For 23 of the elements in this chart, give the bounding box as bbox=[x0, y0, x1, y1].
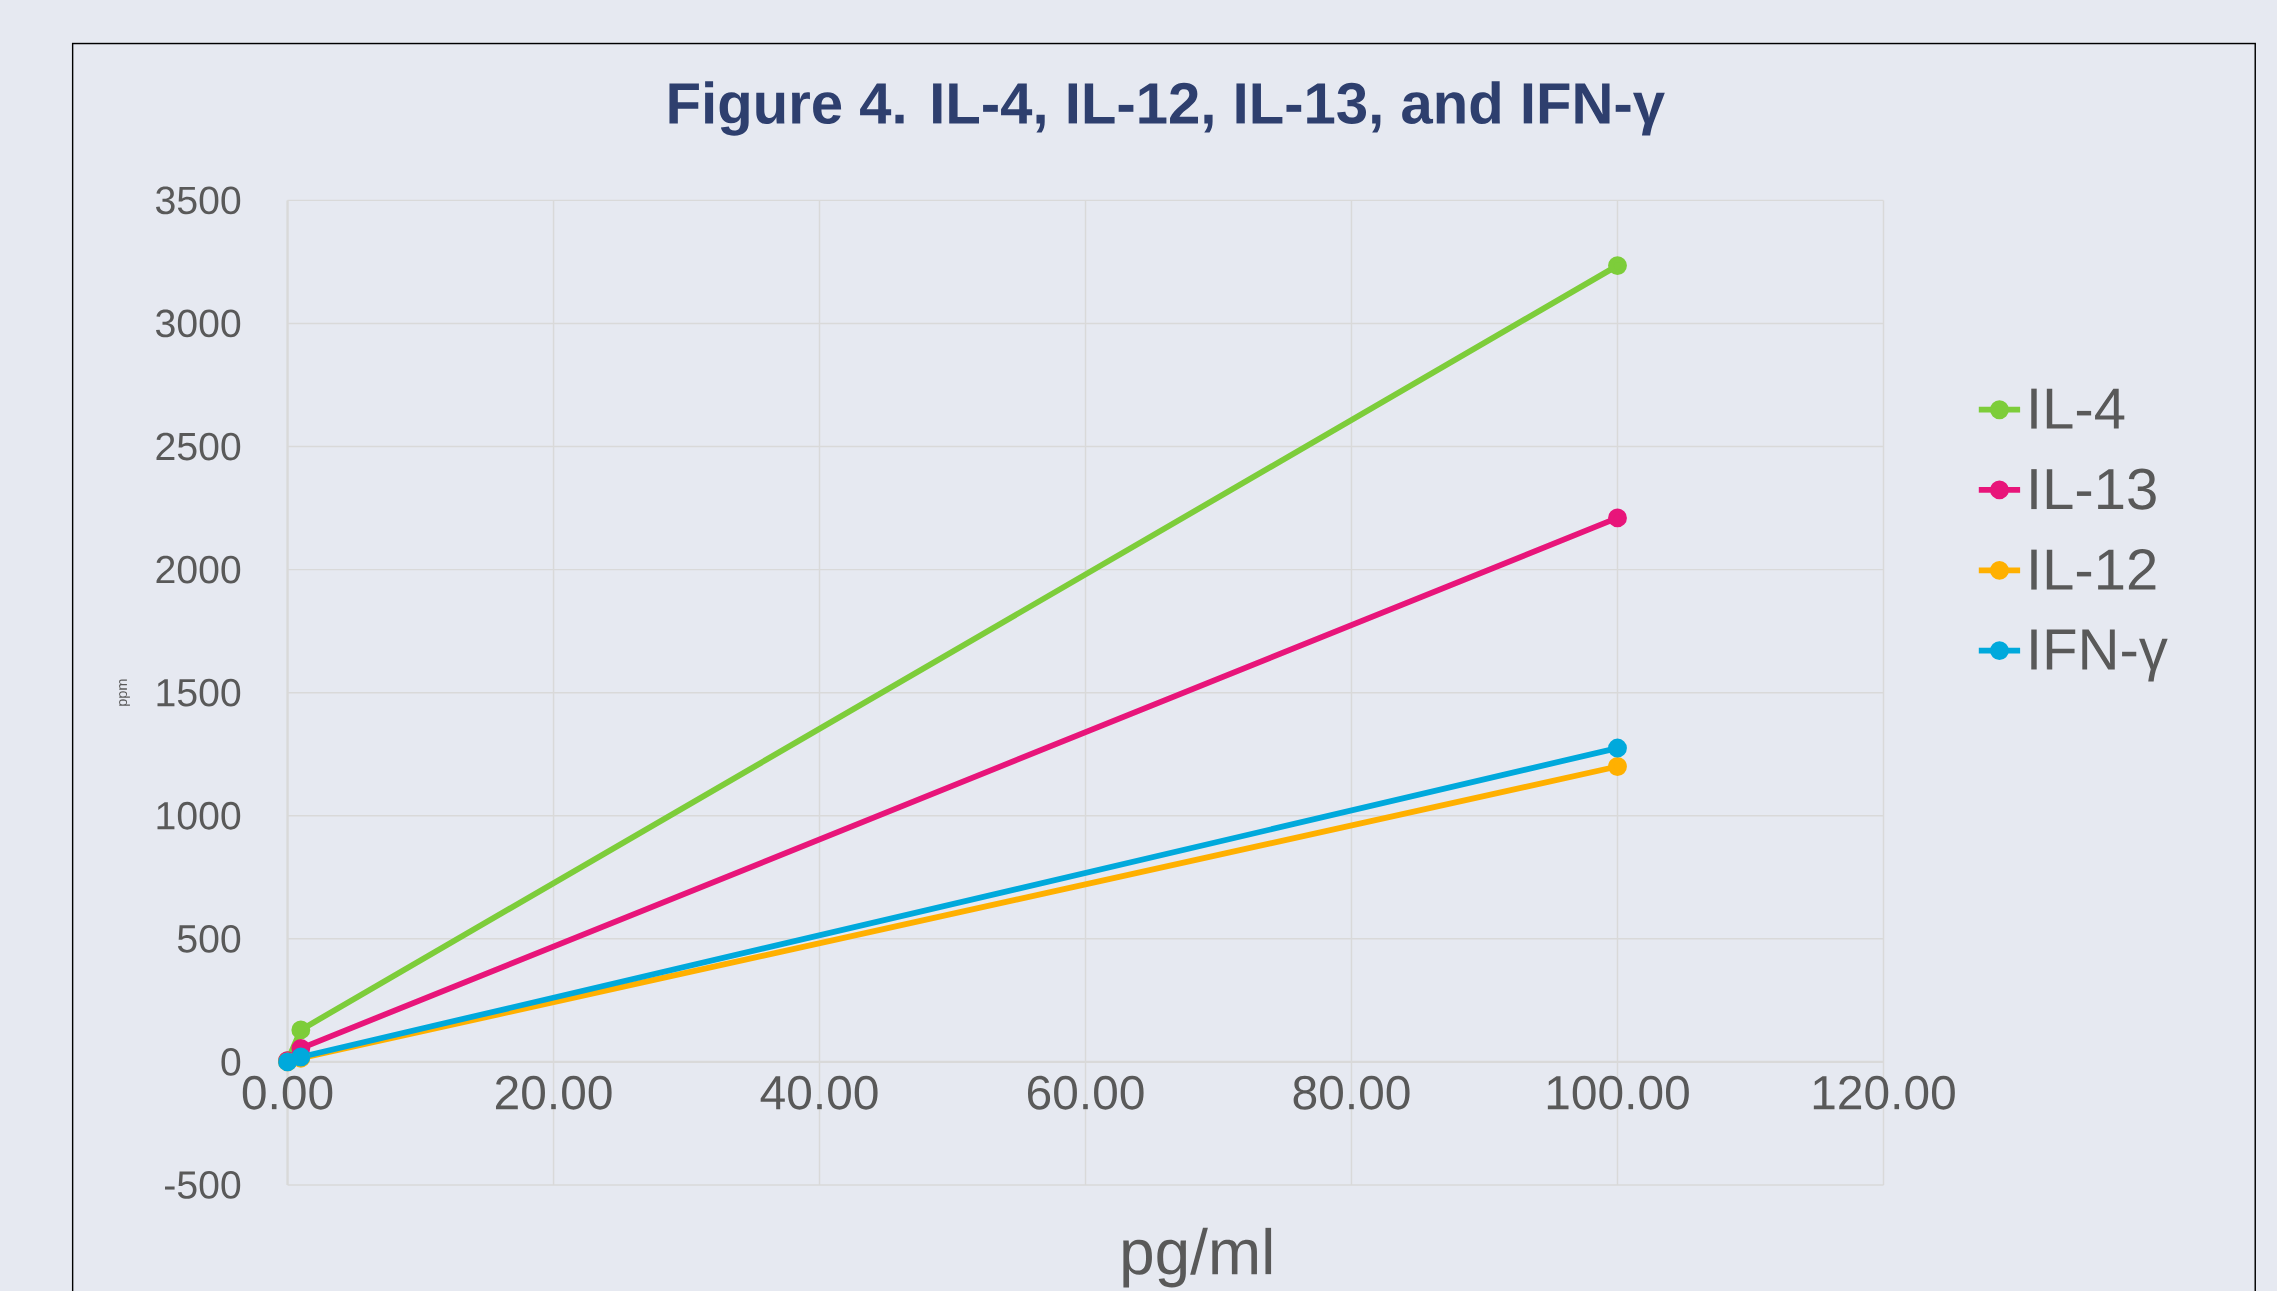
y-axis-title: ppm bbox=[119, 679, 130, 706]
x-tick-label: 80.00 bbox=[1293, 1075, 1410, 1110]
y-tick-label: 2000 bbox=[156, 555, 241, 584]
x-axis-title: pg/ml bbox=[1123, 1227, 1272, 1288]
y-tick-label: 2500 bbox=[156, 432, 241, 461]
legend-label: IL-4 bbox=[2031, 388, 2125, 429]
x-tick-label: 120.00 bbox=[1813, 1075, 1955, 1110]
y-tick-label: 0 bbox=[221, 1048, 241, 1076]
y-tick-label: 3500 bbox=[156, 186, 241, 215]
x-tick-label: 60.00 bbox=[1027, 1075, 1144, 1110]
y-tick-label: 3000 bbox=[156, 309, 241, 338]
y-tick-label: 1000 bbox=[157, 801, 241, 830]
y-tick-label: -500 bbox=[165, 1171, 241, 1199]
legend-label: IFN-γ bbox=[2031, 629, 2168, 682]
y-tick-label: 500 bbox=[177, 924, 241, 953]
x-tick-label: 0.00 bbox=[242, 1075, 333, 1110]
legend-label: IL-13 bbox=[2031, 468, 2156, 510]
y-tick-label: 1500 bbox=[157, 678, 241, 707]
x-tick-label: 20.00 bbox=[495, 1075, 612, 1110]
x-tick-label: 100.00 bbox=[1547, 1075, 1689, 1110]
chart-title: Figure 4. IL-4, IL-12, IL-13, and IFN-γ bbox=[669, 81, 1665, 136]
legend-label: IL-12 bbox=[2031, 549, 2156, 590]
x-tick-label: 40.00 bbox=[760, 1075, 878, 1110]
